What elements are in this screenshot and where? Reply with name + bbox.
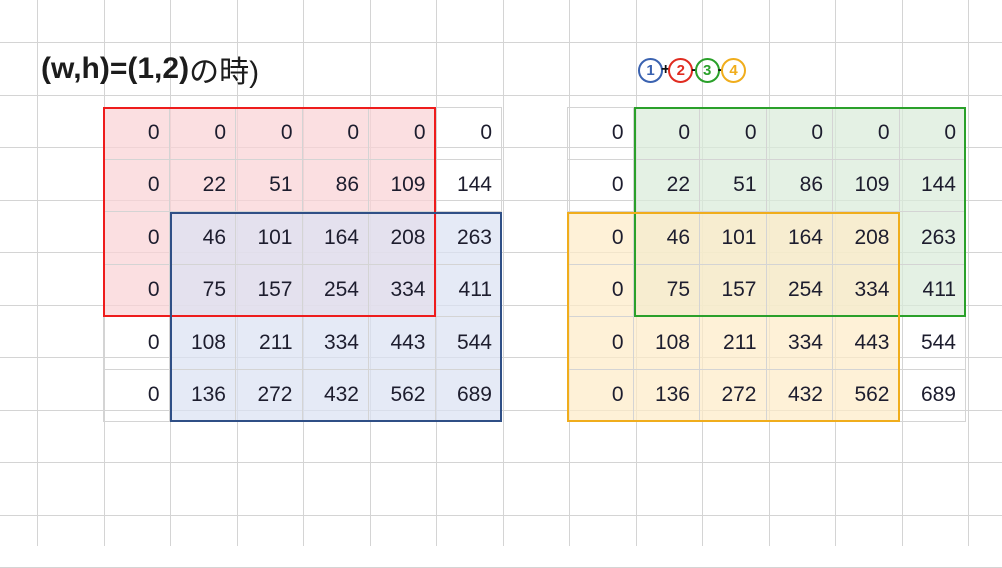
matrix-cell[interactable]: 0	[567, 212, 634, 265]
page-title-japanese: の時)	[189, 56, 260, 89]
grid-vline	[968, 0, 969, 546]
matrix-cell[interactable]: 689	[899, 369, 966, 422]
formula-legend: 1 +2-3-4	[638, 56, 746, 84]
matrix-cell[interactable]: 411	[899, 264, 966, 317]
page-title: (w,h)=(1,2) の時)	[41, 44, 601, 94]
matrix-cell[interactable]: 0	[633, 107, 700, 160]
matrix-cell[interactable]: 101	[700, 212, 767, 265]
matrix-cell[interactable]: 0	[567, 107, 634, 160]
grid-hline	[0, 42, 1002, 43]
matrix-cell[interactable]: 75	[169, 264, 236, 317]
matrix-cell[interactable]: 46	[633, 212, 700, 265]
matrix-cell[interactable]: 0	[435, 107, 502, 160]
right-summed-area-table: 0 0 0 0 0 0 0 22 51 86 109 144 0 46 101 164 208 263 0 75 157…	[567, 107, 966, 422]
matrix-cell[interactable]: 144	[435, 159, 502, 212]
matrix-cell[interactable]: 46	[169, 212, 236, 265]
matrix-cell[interactable]: 22	[633, 159, 700, 212]
matrix-cell[interactable]: 272	[236, 369, 303, 422]
matrix-cell[interactable]: 334	[302, 317, 369, 370]
matrix-cell[interactable]: 0	[103, 264, 170, 317]
matrix-cell[interactable]: 75	[633, 264, 700, 317]
minus-operator-1: -	[691, 61, 697, 78]
matrix-cell[interactable]: 211	[700, 317, 767, 370]
matrix-cell[interactable]: 0	[766, 107, 833, 160]
plus-operator: +	[661, 61, 671, 78]
matrix-cell[interactable]: 101	[236, 212, 303, 265]
matrix-cell[interactable]: 562	[833, 369, 900, 422]
matrix-cell[interactable]: 51	[700, 159, 767, 212]
matrix-cell[interactable]: 0	[169, 107, 236, 160]
matrix-cell[interactable]: 443	[369, 317, 436, 370]
grid-vline	[37, 0, 38, 546]
matrix-cell[interactable]: 254	[302, 264, 369, 317]
matrix-cell[interactable]: 544	[435, 317, 502, 370]
matrix-cell[interactable]: 254	[766, 264, 833, 317]
matrix-cell[interactable]: 22	[169, 159, 236, 212]
matrix-cell[interactable]: 263	[899, 212, 966, 265]
matrix-cell[interactable]: 432	[766, 369, 833, 422]
matrix-cell[interactable]: 0	[103, 212, 170, 265]
matrix-cell[interactable]: 144	[899, 159, 966, 212]
grid-hline	[0, 94, 1002, 96]
matrix-cell[interactable]: 562	[369, 369, 436, 422]
matrix-cell[interactable]: 108	[169, 317, 236, 370]
matrix-cell[interactable]: 86	[766, 159, 833, 212]
matrix-cell[interactable]: 263	[435, 212, 502, 265]
matrix-cell[interactable]: 0	[567, 317, 634, 370]
matrix-cell[interactable]: 0	[103, 317, 170, 370]
matrix-cell[interactable]: 0	[899, 107, 966, 160]
matrix-cell[interactable]: 0	[567, 264, 634, 317]
matrix-cell[interactable]: 689	[435, 369, 502, 422]
matrix-cell[interactable]: 0	[833, 107, 900, 160]
matrix-cell[interactable]: 109	[369, 159, 436, 212]
matrix-cell[interactable]: 0	[302, 107, 369, 160]
matrix-cell[interactable]: 108	[633, 317, 700, 370]
matrix-cell[interactable]: 544	[899, 317, 966, 370]
matrix-cell[interactable]: 334	[833, 264, 900, 317]
grid-hline	[0, 514, 1002, 516]
matrix-cell[interactable]: 86	[302, 159, 369, 212]
matrix-cell[interactable]: 432	[302, 369, 369, 422]
circled-two-icon: 2	[668, 57, 694, 83]
matrix-cell[interactable]: 272	[700, 369, 767, 422]
matrix-cell[interactable]: 0	[103, 159, 170, 212]
matrix-cell[interactable]: 164	[302, 212, 369, 265]
circled-one-icon: 1	[638, 57, 663, 83]
matrix-cell[interactable]: 208	[833, 212, 900, 265]
matrix-cell[interactable]: 136	[169, 369, 236, 422]
matrix-cell[interactable]: 0	[567, 369, 634, 422]
matrix-cell[interactable]: 157	[236, 264, 303, 317]
matrix-cell[interactable]: 211	[236, 317, 303, 370]
matrix-cell[interactable]: 0	[103, 107, 170, 160]
matrix-cell[interactable]: 334	[369, 264, 436, 317]
page-title-bold: (w,h)=(1,2)	[41, 52, 190, 85]
matrix-cell[interactable]: 411	[435, 264, 502, 317]
grid-hline	[0, 462, 1002, 463]
matrix-cell[interactable]: 51	[236, 159, 303, 212]
matrix-cell[interactable]: 0	[103, 369, 170, 422]
minus-operator-2: -	[717, 61, 723, 78]
matrix-cell[interactable]: 0	[369, 107, 436, 160]
circled-three-icon: 3	[694, 57, 720, 83]
matrix-cell[interactable]: 0	[700, 107, 767, 160]
matrix-cell[interactable]: 208	[369, 212, 436, 265]
matrix-cell[interactable]: 109	[833, 159, 900, 212]
circled-four-icon: 4	[721, 57, 746, 83]
matrix-cell[interactable]: 157	[700, 264, 767, 317]
matrix-cell[interactable]: 164	[766, 212, 833, 265]
left-summed-area-table: 0 0 0 0 0 0 0 22 51 86 109 144 0 46 101 164 208 263 0 75 157…	[103, 107, 502, 422]
matrix-cell[interactable]: 0	[567, 159, 634, 212]
matrix-cell[interactable]: 334	[766, 317, 833, 370]
matrix-cell[interactable]: 0	[236, 107, 303, 160]
matrix-cell[interactable]: 136	[633, 369, 700, 422]
matrix-cell[interactable]: 443	[833, 317, 900, 370]
